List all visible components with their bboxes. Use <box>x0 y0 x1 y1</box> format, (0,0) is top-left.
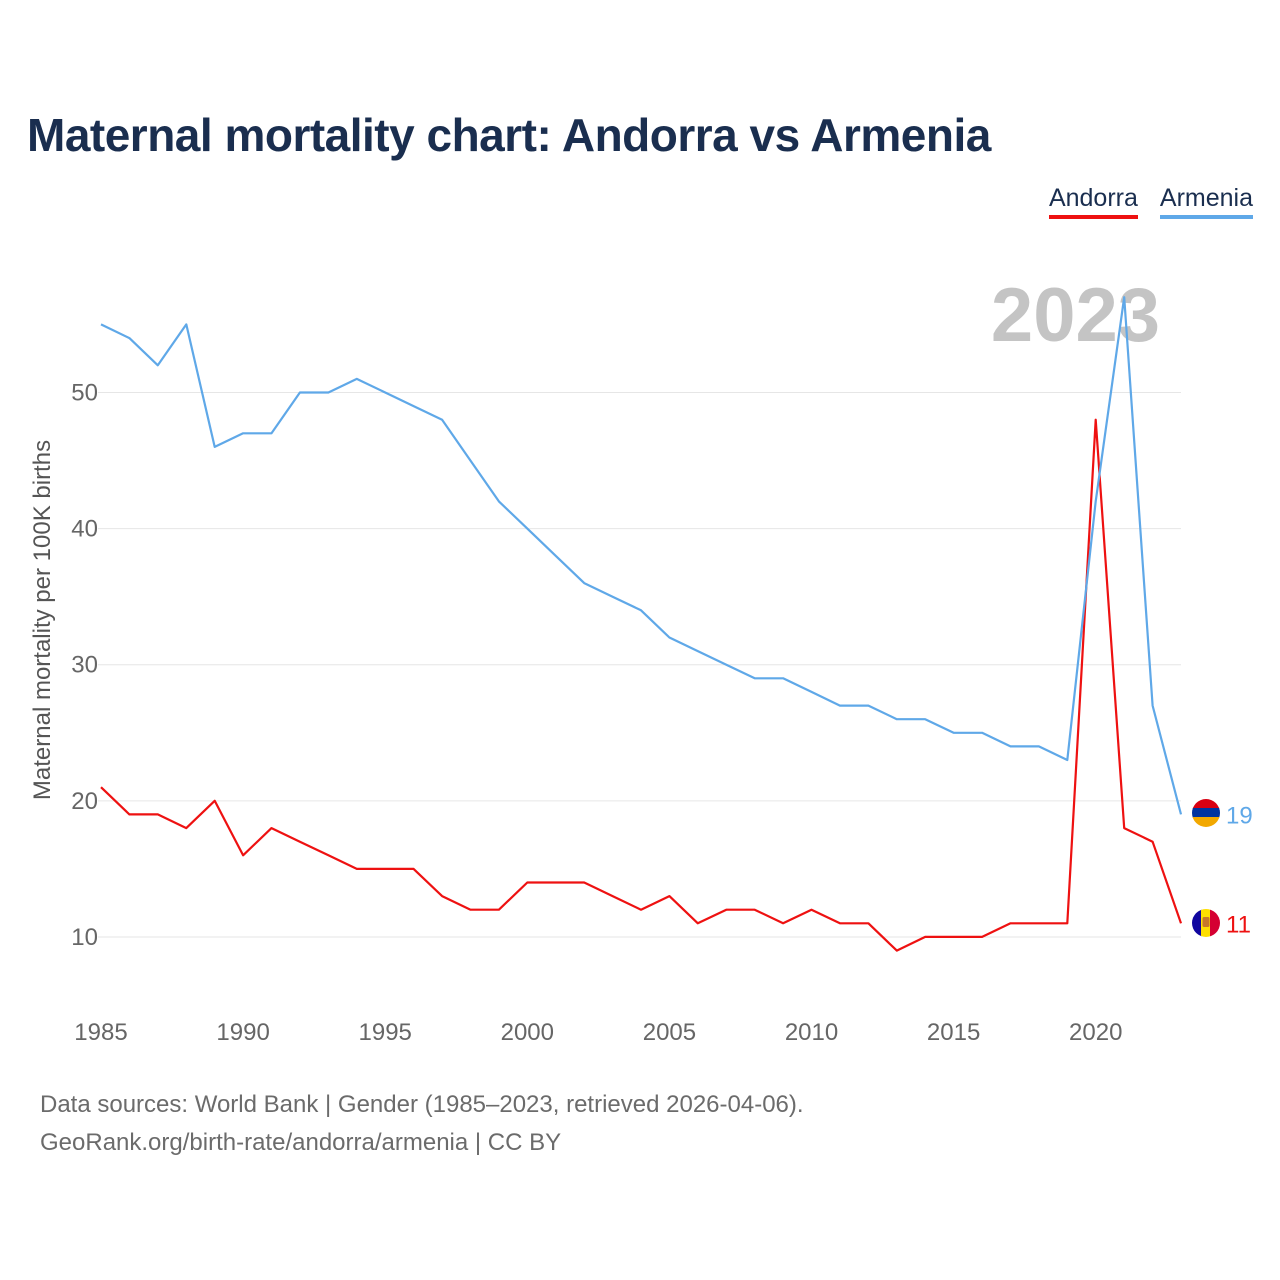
chart-title: Maternal mortality chart: Andorra vs Arm… <box>27 109 991 161</box>
end-label-armenia: 19 <box>1226 802 1253 829</box>
y-axis-ticks: 10 20 30 40 50 <box>71 380 98 951</box>
y-tick-label: 50 <box>71 380 98 407</box>
legend: Andorra Armenia <box>1048 184 1253 219</box>
x-tick-label: 1985 <box>74 1019 127 1046</box>
x-tick-label: 1990 <box>216 1019 269 1046</box>
legend-item-armenia[interactable]: Armenia <box>1159 184 1253 219</box>
series-line-andorra[interactable] <box>100 418 1183 952</box>
year-label: 2023 <box>991 273 1160 358</box>
y-axis-title: Maternal mortality per 100K births <box>29 440 56 800</box>
end-value-labels: 11 19 <box>1226 802 1253 938</box>
footer-credit: GeoRank.org/birth-rate/andorra/armenia |… <box>40 1129 562 1156</box>
y-tick-label: 10 <box>71 924 98 951</box>
y-tick-label: 40 <box>71 516 98 543</box>
footer-sources: Data sources: World Bank | Gender (1985–… <box>40 1091 804 1118</box>
x-tick-label: 2015 <box>927 1019 980 1046</box>
x-tick-label: 2020 <box>1069 1019 1122 1046</box>
series-line-armenia[interactable] <box>100 296 1183 815</box>
x-tick-label: 1995 <box>359 1019 412 1046</box>
legend-item-andorra[interactable]: Andorra <box>1048 184 1138 219</box>
grid-lines <box>98 392 1181 938</box>
x-axis-ticks: 1985 1990 1995 2000 2005 2010 2015 2020 <box>74 1019 1122 1046</box>
series-lines <box>100 296 1183 952</box>
y-tick-label: 20 <box>71 788 98 815</box>
armenia-flag-icon <box>1192 799 1220 827</box>
x-tick-label: 2010 <box>785 1019 838 1046</box>
x-tick-label: 2000 <box>501 1019 554 1046</box>
y-tick-label: 30 <box>71 652 98 679</box>
andorra-flag-icon <box>1192 909 1220 937</box>
footer: Data sources: World Bank | Gender (1985–… <box>40 1086 804 1162</box>
x-tick-label: 2005 <box>643 1019 696 1046</box>
end-label-andorra: 11 <box>1226 911 1251 938</box>
